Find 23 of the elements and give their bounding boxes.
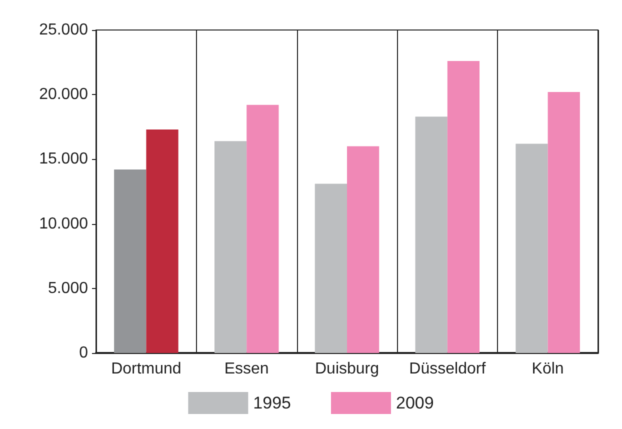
y-tick-label: 0: [79, 344, 88, 362]
bar: [516, 144, 548, 353]
bar: [347, 146, 380, 353]
bar: [314, 184, 347, 353]
x-tick-label: Duisburg: [314, 360, 380, 378]
y-tick-label: 5.000: [48, 280, 88, 297]
x-tick-label: Dortmund: [111, 360, 182, 378]
bar: [214, 141, 247, 353]
bar: [246, 104, 279, 353]
y-tick-label: 20.000: [39, 86, 88, 104]
y-tick-label: 15.000: [39, 150, 88, 168]
x-tick-label: Düsseldorf: [409, 360, 486, 378]
y-tick-label: 10.000: [39, 215, 88, 232]
x-tick-label: Köln: [532, 360, 564, 378]
bar: [415, 116, 448, 353]
bar: [114, 170, 146, 353]
legend-label: 2009: [396, 394, 434, 412]
bar: [447, 61, 480, 353]
bar: [548, 92, 580, 353]
legend-label: 1995: [253, 394, 292, 412]
y-tick-label: 25.000: [39, 22, 88, 38]
bar: [146, 129, 178, 353]
x-tick-label: Essen: [224, 360, 269, 378]
